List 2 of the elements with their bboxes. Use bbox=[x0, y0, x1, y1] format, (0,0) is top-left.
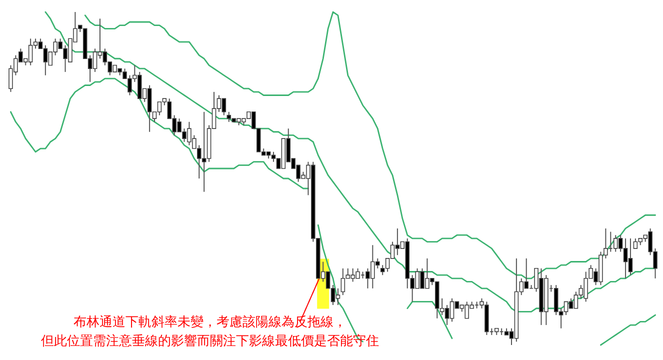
annotation: 布林通道下軌斜率未變，考慮該陽線為反拖線， bbox=[72, 314, 348, 332]
annotation: 但此位置需注意垂線的影響而關注下影線最低價是否能守住 bbox=[40, 333, 380, 351]
